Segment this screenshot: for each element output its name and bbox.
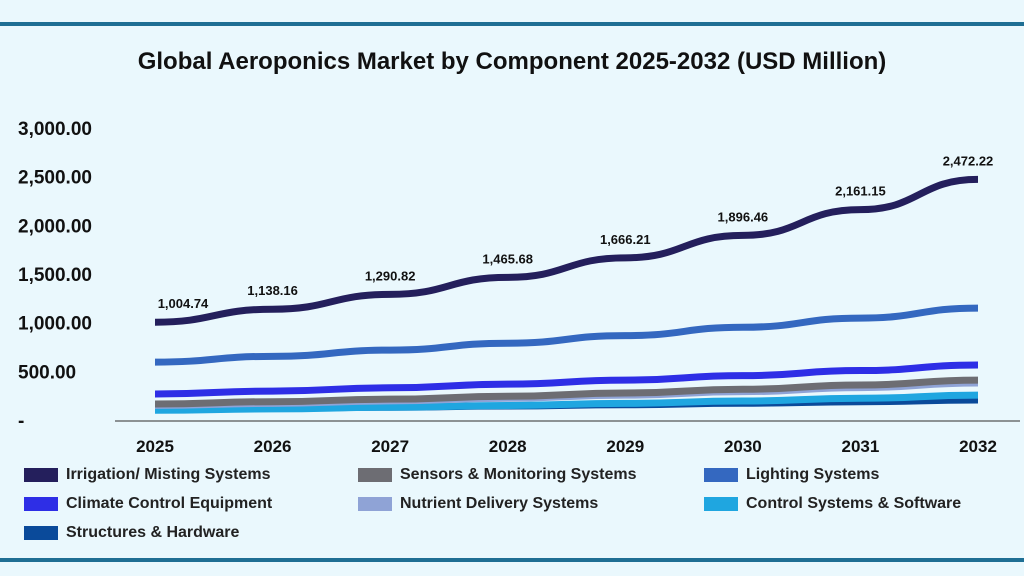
series-line-climate-control-equipment	[154, 361, 979, 398]
x-tick-label: 2028	[489, 437, 527, 456]
series-line-control-systems-software	[154, 391, 979, 414]
y-tick-label: 500.00	[18, 362, 76, 383]
legend-label: Nutrient Delivery Systems	[400, 495, 599, 512]
legend-item: Lighting Systems	[704, 466, 879, 484]
legend-label: Sensors & Monitoring Systems	[400, 466, 637, 483]
series-line-sensors-monitoring-systems	[154, 376, 979, 408]
legend-item: Sensors & Monitoring Systems	[358, 466, 637, 484]
series-line-irrigation-misting-systems	[154, 175, 979, 326]
y-tick-label: -	[18, 411, 24, 432]
top-border	[0, 22, 1024, 26]
data-label: 1,138.16	[247, 283, 298, 298]
legend-swatch	[704, 497, 738, 511]
x-tick-label: 2029	[606, 437, 644, 456]
y-tick-label: 2,500.00	[18, 168, 92, 189]
legend-item: Irrigation/ Misting Systems	[24, 466, 270, 484]
data-label: 1,290.82	[365, 268, 416, 283]
data-label: 2,161.15	[835, 184, 886, 199]
x-tick-label: 2031	[842, 437, 880, 456]
data-label: 1,465.68	[482, 251, 533, 266]
data-label: 1,004.74	[158, 296, 209, 311]
legend-swatch	[358, 468, 392, 482]
x-tick-label: 2026	[254, 437, 292, 456]
legend-item: Climate Control Equipment	[24, 495, 272, 513]
y-tick-label: 1,000.00	[18, 314, 92, 335]
data-label: 2,472.22	[943, 153, 994, 168]
x-tick-label: 2030	[724, 437, 762, 456]
y-tick-label: 2,000.00	[18, 216, 92, 237]
legend-swatch	[24, 497, 58, 511]
legend-item: Control Systems & Software	[704, 495, 961, 513]
y-tick-label: 3,000.00	[18, 119, 92, 140]
chart-title: Global Aeroponics Market by Component 20…	[137, 48, 887, 75]
data-label: 1,896.46	[718, 209, 769, 224]
bottom-border	[0, 558, 1024, 562]
legend-label: Structures & Hardware	[66, 524, 240, 541]
legend-swatch	[24, 526, 58, 540]
x-tick-label: 2027	[371, 437, 409, 456]
legend-label: Climate Control Equipment	[66, 495, 273, 512]
legend-swatch	[24, 468, 58, 482]
legend-label: Control Systems & Software	[746, 495, 962, 512]
legend-item: Nutrient Delivery Systems	[358, 495, 598, 513]
x-tick-label: 2025	[136, 437, 174, 456]
legend-swatch	[358, 497, 392, 511]
legend-swatch	[704, 468, 738, 482]
y-tick-label: 1,500.00	[18, 265, 92, 286]
legend-label: Irrigation/ Misting Systems	[66, 466, 271, 483]
legend-label: Lighting Systems	[746, 466, 880, 483]
data-label: 1,666.21	[600, 232, 651, 247]
series-line-lighting-systems	[154, 304, 979, 366]
legend-item: Structures & Hardware	[24, 524, 239, 542]
x-tick-label: 2032	[959, 437, 997, 456]
